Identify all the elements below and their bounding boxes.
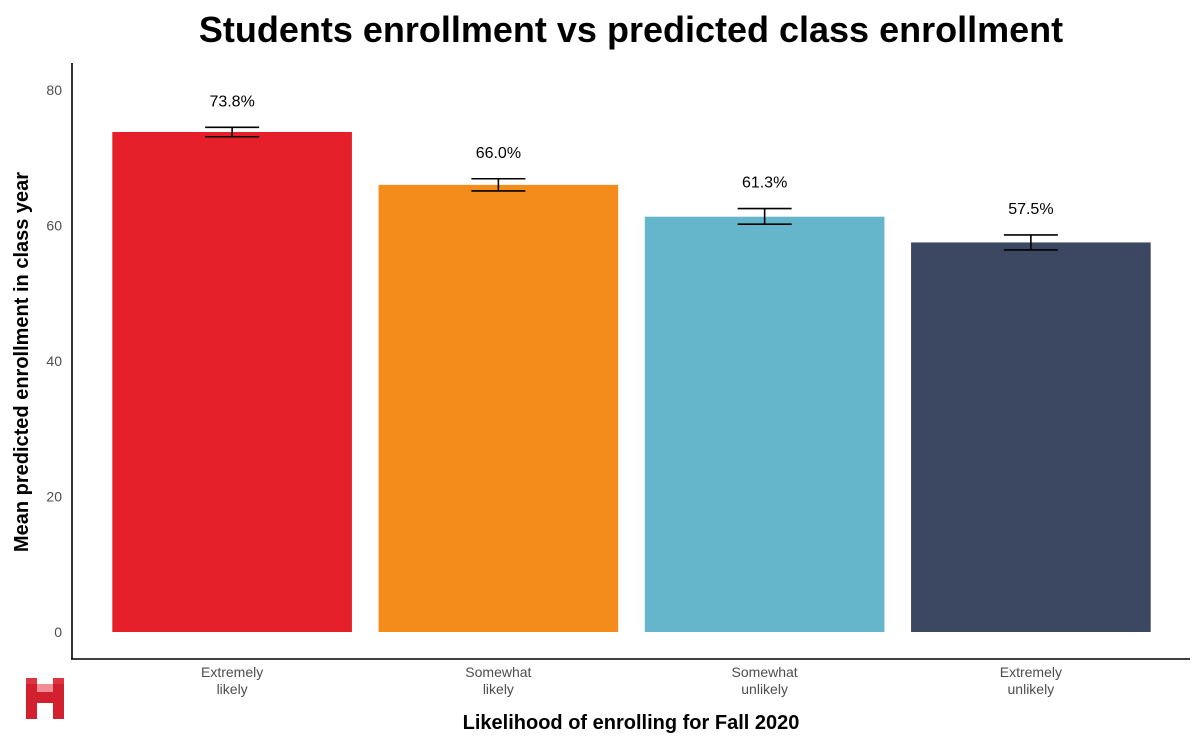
chart-title: Students enrollment vs predicted class e… — [199, 9, 1063, 50]
bar — [112, 132, 352, 632]
x-axis-label: Likelihood of enrolling for Fall 2020 — [463, 712, 800, 734]
bar — [644, 216, 885, 632]
y-tick-label: 60 — [46, 218, 62, 234]
y-tick-label: 40 — [46, 353, 62, 369]
data-label: 57.5% — [1008, 201, 1053, 218]
y-tick-labels: 0 20 40 60 80 — [46, 82, 62, 640]
data-labels-group: 73.8% 66.0% 61.3% 57.5% — [209, 93, 1053, 218]
x-tick-label: Extremely — [201, 664, 263, 680]
x-tick-label: unlikely — [741, 681, 788, 697]
y-tick-label: 20 — [46, 489, 62, 505]
x-tick-label: Extremely — [1000, 664, 1062, 680]
x-tick-label: Somewhat — [732, 664, 798, 680]
x-tick-label: likely — [217, 681, 248, 697]
x-tick-label: likely — [483, 681, 514, 697]
y-tick-label: 80 — [46, 82, 62, 98]
data-label: 61.3% — [742, 175, 787, 192]
y-tick-label: 0 — [54, 624, 62, 640]
category-labels-group: ExtremelylikelySomewhatlikelySomewhatunl… — [201, 664, 1062, 697]
h-logo-icon — [26, 678, 64, 719]
bars-group — [112, 132, 1151, 632]
y-axis-label: Mean predicted enrollment in class year — [11, 172, 33, 552]
x-tick-label: unlikely — [1008, 681, 1055, 697]
x-tick-label: Somewhat — [465, 664, 531, 680]
bar — [378, 184, 619, 632]
bar — [911, 242, 1151, 632]
error-bars-group — [205, 126, 1058, 251]
data-label: 66.0% — [476, 145, 521, 162]
data-label: 73.8% — [209, 93, 254, 110]
